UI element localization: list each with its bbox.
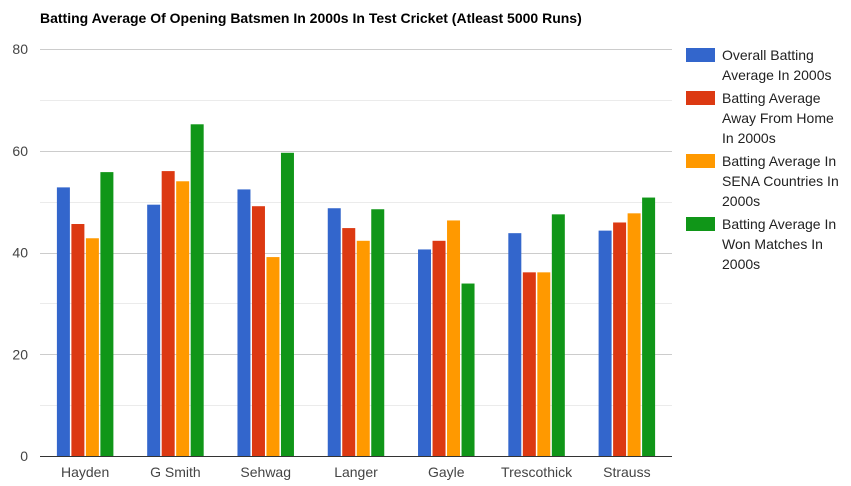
x-tick-label: Langer (334, 464, 378, 480)
bar-strauss-series-4[interactable] (642, 197, 656, 456)
bar-trescothick-series-1[interactable] (508, 233, 522, 456)
x-tick-label: Trescothick (501, 464, 573, 480)
bar-hayden-series-1[interactable] (56, 187, 70, 456)
bar-hayden-series-2[interactable] (71, 224, 85, 456)
bar-sehwag-series-2[interactable] (251, 206, 265, 456)
bar-trescothick-series-4[interactable] (551, 214, 565, 456)
bar-strauss-series-2[interactable] (613, 222, 627, 456)
x-tick-label: Sehwag (240, 464, 291, 480)
bar-hayden-series-4[interactable] (100, 172, 114, 456)
bar-trescothick-series-2[interactable] (522, 272, 536, 456)
bars (56, 124, 656, 457)
bar-g-smith-series-2[interactable] (161, 171, 175, 456)
axes: 0 20 40 60 80 Hayden G Smith Sehwag Langer Gayle T… (12, 41, 672, 480)
legend-label-1[interactable]: Overall Batting Average In 2000s (722, 47, 832, 83)
legend-swatch-2[interactable] (686, 91, 715, 105)
bar-gayle-series-3[interactable] (447, 220, 461, 456)
x-tick-label: Gayle (428, 464, 465, 480)
x-tick-label: Hayden (61, 464, 109, 480)
y-tick-label: 40 (12, 245, 28, 261)
bar-sehwag-series-4[interactable] (280, 152, 294, 456)
legend-label-3[interactable]: Batting Average In SENA Countries In 2000s (722, 153, 839, 209)
bar-langer-series-3[interactable] (356, 240, 370, 456)
chart-title: Batting Average Of Opening Batsmen In 20… (40, 10, 582, 26)
y-tick-label: 80 (12, 41, 28, 57)
bar-gayle-series-2[interactable] (432, 240, 446, 456)
legend-swatch-4[interactable] (686, 217, 715, 231)
x-tick-label: G Smith (150, 464, 201, 480)
bar-sehwag-series-1[interactable] (237, 189, 251, 457)
bar-sehwag-series-3[interactable] (266, 257, 280, 456)
grid-lines (40, 49, 672, 457)
bar-langer-series-2[interactable] (342, 228, 356, 456)
legend-label-4[interactable]: Batting Average In Won Matches In 2000s (722, 216, 836, 272)
bar-g-smith-series-4[interactable] (190, 124, 204, 457)
bar-g-smith-series-3[interactable] (176, 181, 190, 456)
legend: Overall Batting Average In 2000s Batting A… (686, 47, 839, 272)
bar-hayden-series-3[interactable] (85, 238, 99, 456)
y-tick-label: 20 (12, 346, 28, 362)
y-tick-label: 0 (20, 448, 28, 464)
bar-strauss-series-1[interactable] (598, 230, 612, 456)
bar-gayle-series-1[interactable] (418, 249, 432, 456)
legend-swatch-3[interactable] (686, 154, 715, 168)
bar-langer-series-1[interactable] (327, 208, 341, 456)
bar-trescothick-series-3[interactable] (537, 272, 551, 456)
bar-langer-series-4[interactable] (371, 209, 385, 456)
bar-gayle-series-4[interactable] (461, 283, 475, 456)
bar-g-smith-series-1[interactable] (147, 204, 161, 456)
bar-strauss-series-3[interactable] (627, 213, 641, 456)
legend-swatch-1[interactable] (686, 48, 715, 62)
x-tick-label: Strauss (603, 464, 650, 480)
y-tick-label: 60 (12, 143, 28, 159)
legend-label-2[interactable]: Batting Average Away From Home In 2000s (722, 90, 834, 146)
